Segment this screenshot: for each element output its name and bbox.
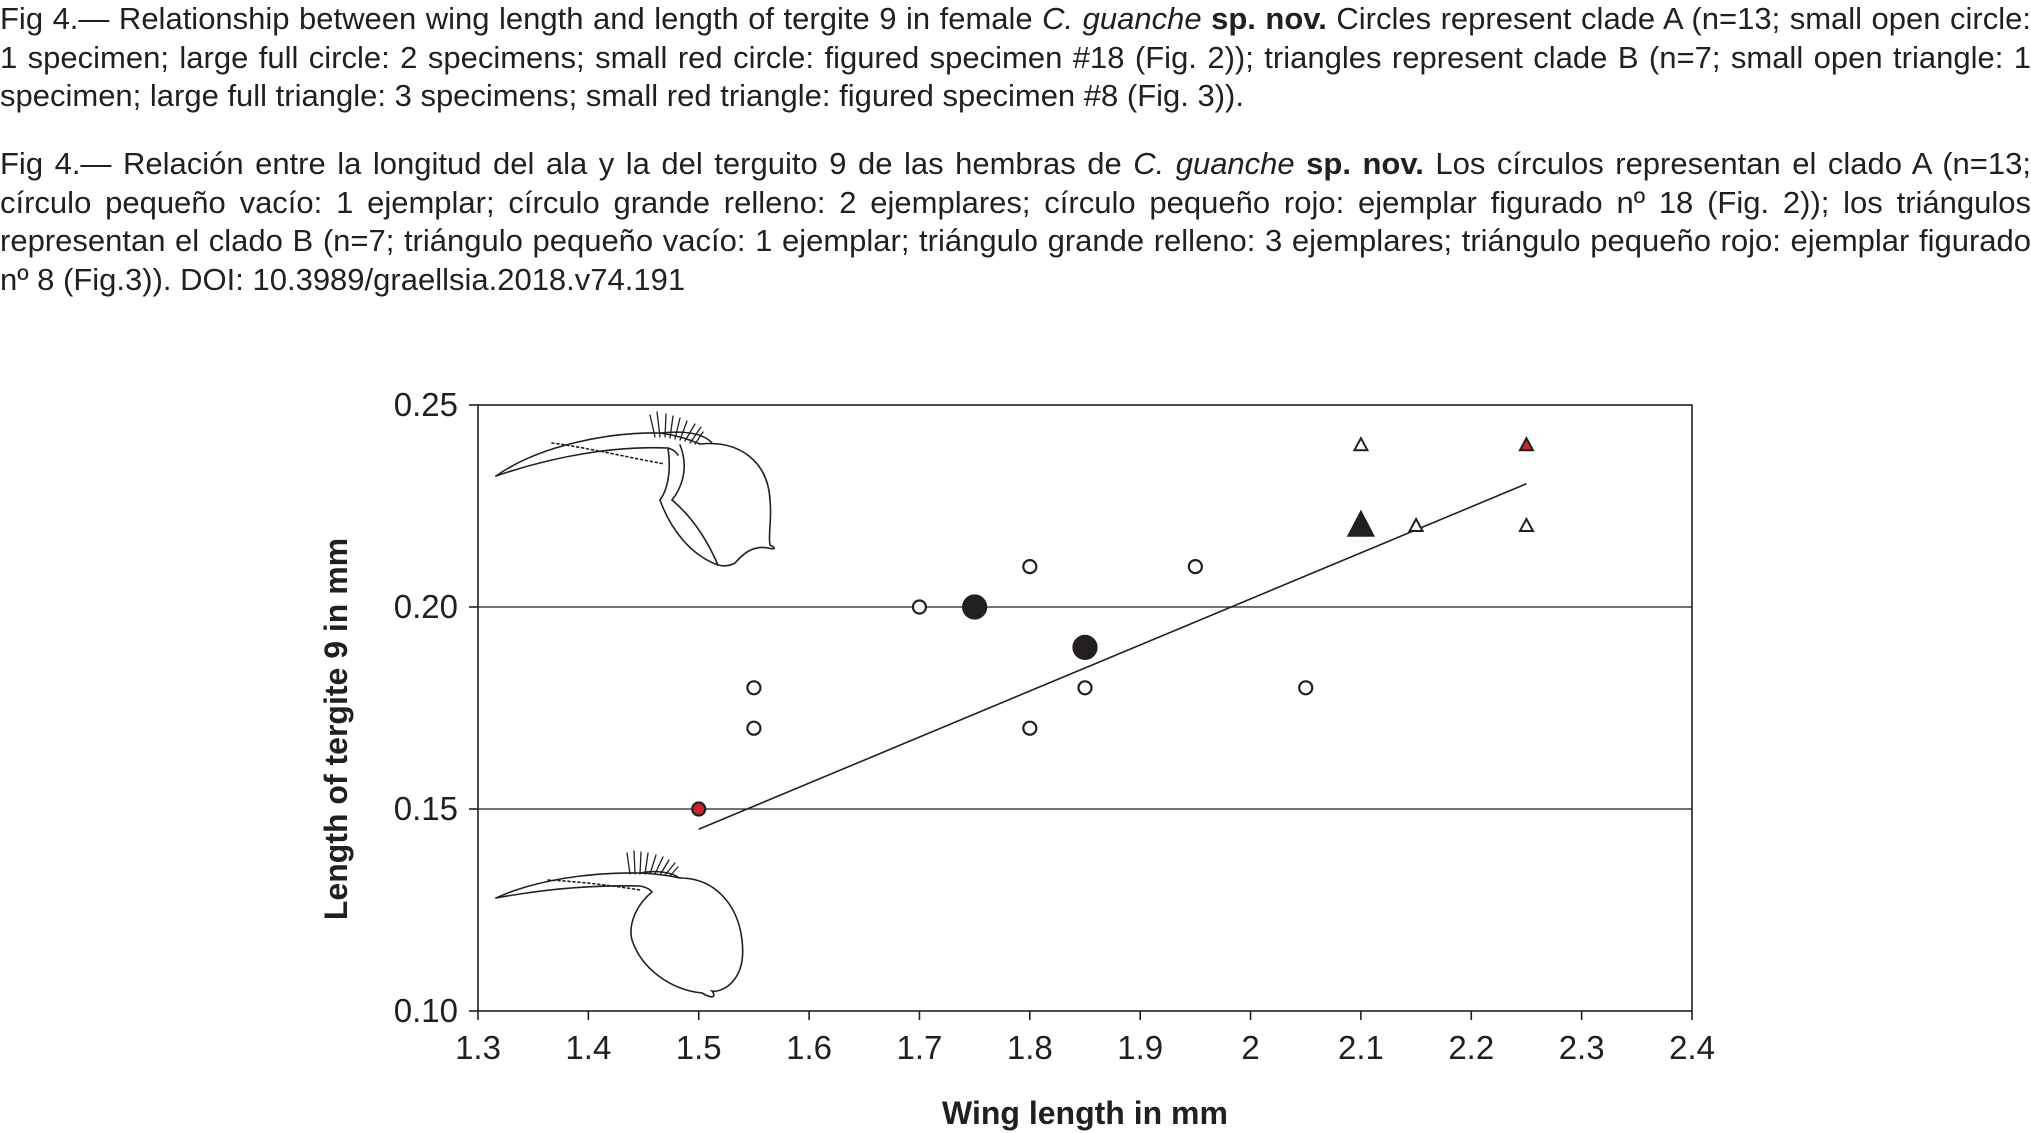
clade-a-point [1298,680,1314,696]
clade-a-point [691,801,707,817]
x-tick-label: 1.3 [455,1029,501,1066]
x-tick-label: 2.2 [1448,1029,1494,1066]
upper-specimen-illustration [495,411,776,567]
clade-a-point [1072,634,1098,661]
x-axis-title: Wing length in mm [942,1095,1228,1131]
y-tick-label: 0.25 [394,386,458,423]
y-tick-label: 0.15 [394,790,458,827]
clade-a-point [746,720,762,736]
x-tick-label: 2.1 [1338,1029,1384,1066]
caption-en-status: sp. nov. [1201,1,1327,36]
caption-spanish: Fig 4.— Relación entre la longitud del a… [0,145,2031,299]
caption-en-body: Circles represent clade A (n=13; small o… [0,1,2031,113]
x-tick-label: 2.3 [1559,1029,1605,1066]
caption-es-species: C. guanche [1133,146,1295,181]
trendline [698,483,1527,830]
clade-a-point [962,594,988,620]
y-axis-title: Length of tergite 9 in mm [318,538,354,920]
clade-a-point [911,599,928,615]
clade-a-point [1022,720,1038,736]
x-tick-label: 1.9 [1117,1029,1163,1066]
clade-b-point [1518,516,1535,532]
clade-b-point [1518,436,1535,452]
x-tick-label: 1.7 [897,1029,943,1066]
caption-english: Fig 4.— Relationship between wing length… [0,0,2031,116]
y-axis: 0.10 0.15 0.20 0.25 [394,386,478,1029]
caption-es-prefix: Fig 4.— Relación entre la longitud del a… [0,146,1134,181]
y-tick-label: 0.20 [394,588,458,625]
x-tick-label: 2.4 [1669,1029,1715,1066]
clade-a-point [1077,680,1093,696]
clade-b-point [1346,509,1376,537]
y-tick-label: 0.10 [394,992,458,1029]
trendline-segment [698,483,1527,830]
x-tick-label: 1.4 [565,1029,611,1066]
data-points [691,436,1535,817]
x-tick-label: 1.5 [676,1029,722,1066]
clade-a-point [1187,558,1203,575]
plot-frame [477,404,1693,1012]
x-tick-label: 1.6 [786,1029,832,1066]
x-axis: 1.3 1.4 1.5 1.6 1.7 1.8 1.9 2 2.1 2.2 2.3 2.4 [455,1011,1715,1066]
lower-specimen-illustration [495,850,744,998]
clade-a-point [746,680,762,696]
clade-a-point [1022,558,1038,575]
caption-es-status: sp. nov. [1294,146,1424,181]
caption-en-species: C. guanche [1042,1,1202,36]
caption-en-prefix: Fig 4.— Relationship between wing length… [0,1,1043,36]
clade-b-point [1407,516,1425,532]
x-tick-label: 2 [1241,1029,1259,1066]
clade-b-point [1352,436,1370,452]
gridlines [478,606,1692,810]
x-tick-label: 1.8 [1007,1029,1053,1066]
caption-es-body: Los círculos representan el clado A (n=1… [0,146,2031,297]
